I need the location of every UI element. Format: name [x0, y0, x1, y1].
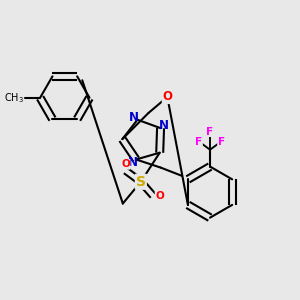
- Text: O: O: [162, 91, 172, 103]
- Text: N: N: [128, 156, 138, 169]
- Text: F: F: [195, 136, 203, 147]
- Text: F: F: [206, 127, 214, 137]
- Text: O: O: [155, 191, 164, 201]
- Text: N: N: [159, 119, 169, 132]
- Text: O: O: [122, 159, 130, 169]
- Text: F: F: [218, 136, 225, 147]
- Text: S: S: [136, 175, 146, 189]
- Text: N: N: [129, 111, 139, 124]
- Text: CH$_3$: CH$_3$: [4, 91, 24, 105]
